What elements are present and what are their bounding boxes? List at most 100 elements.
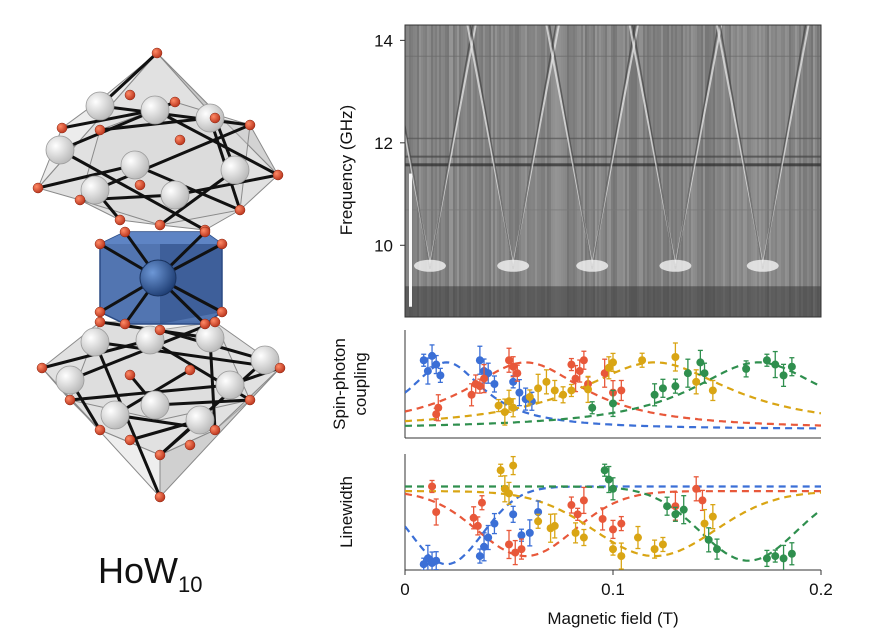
noise-stripe [407,25,409,317]
noise-stripe [615,25,617,317]
x-axis-label: Magnetic field (T) [547,609,678,628]
data-point-red [571,374,580,383]
data-point-green [704,535,713,544]
tungsten-atom [120,150,150,180]
noise-stripe [619,25,621,317]
frequency-band [405,137,821,140]
tungsten-atom [45,135,75,165]
anticrossing-spot [659,259,692,272]
noise-stripe [579,25,581,317]
noise-stripe [421,25,423,317]
noise-stripe [789,25,791,317]
data-point-green [787,362,796,371]
data-point-red [505,356,513,365]
oxygen-atom [94,238,106,250]
oxygen-atom [169,96,181,108]
data-point-red [467,390,476,399]
data-point-red [473,521,482,530]
frequency-band [405,209,821,211]
noise-stripe [811,25,813,317]
oxygen-atom [119,226,131,238]
data-point-red [609,525,617,534]
bond [58,148,207,232]
oxygen-atom [209,112,221,124]
noise-stripe [767,25,769,317]
noise-stripe [505,25,507,317]
oxygen-atom [209,316,221,328]
noise-stripe [763,25,765,317]
x-tick-label: 0.2 [809,580,833,599]
noise-stripe [737,25,739,317]
bond [98,104,252,127]
oxygen-atom [94,424,106,436]
noise-stripe [587,25,589,317]
noise-stripe [665,25,667,317]
noise-stripe [729,25,731,317]
noise-stripe [625,25,627,317]
noise-stripe [581,25,583,317]
tungsten-atom [85,91,115,121]
data-point-red [617,386,626,395]
oxygen-atom [94,124,106,136]
noise-stripe [469,25,471,317]
frequency-band [405,163,821,167]
noise-stripe [805,25,807,317]
data-point-red [428,482,437,491]
noise-stripe [681,25,683,317]
noise-stripe [515,25,517,317]
noise-stripe [471,25,473,317]
data-point-green [762,554,771,563]
data-point-red [575,367,584,376]
holmium-atom [139,259,177,297]
noise-stripe [751,25,753,317]
noise-stripe [623,25,625,317]
oxygen-atom [74,194,86,206]
data-point-blue [490,519,499,528]
bond [93,123,252,192]
molecule-label-main: HoW [98,550,178,591]
data-point-green [771,360,780,369]
oxygen-atom [244,394,256,406]
noise-stripe [481,25,483,317]
data-point-green [779,371,788,380]
fit-curve-gold [405,361,821,423]
data-point-blue [436,371,445,380]
noise-stripe [535,25,537,317]
oxygen-atom [114,214,126,226]
data-point-blue [517,531,526,540]
data-point-gold [550,521,559,530]
x-tick-label: 0.1 [601,580,625,599]
noise-stripe [525,25,527,317]
map-ytick-label: 10 [374,236,393,255]
noise-stripe [783,25,785,317]
tungsten-atom [220,155,250,185]
noise-stripe [611,25,613,317]
data-point-blue [419,560,428,569]
noise-stripe [539,25,541,317]
data-point-blue [475,552,484,561]
oxygen-atom [216,238,228,250]
noise-stripe [563,25,565,317]
bond [133,163,242,212]
noise-stripe [797,25,799,317]
noise-stripe [687,25,689,317]
tungsten-atom [215,370,245,400]
data-point-green [609,484,617,493]
fit-curve-gold [405,490,821,558]
data-point-gold [534,384,543,393]
noise-stripe [647,25,649,317]
data-point-gold [633,533,642,542]
oxygen-atom [184,439,196,451]
data-point-blue [490,380,499,388]
noise-stripe [551,25,553,317]
frequency-band [405,55,821,57]
oxygen-atom [154,219,166,231]
data-point-red [505,540,513,549]
data-point-gold [638,356,647,365]
noise-stripe [511,25,513,317]
data-point-gold [494,401,503,410]
bond [208,336,217,432]
data-point-gold [609,358,617,367]
coupling-ylabel-line1: Spin-photon [330,338,349,430]
noise-stripe [653,25,655,317]
